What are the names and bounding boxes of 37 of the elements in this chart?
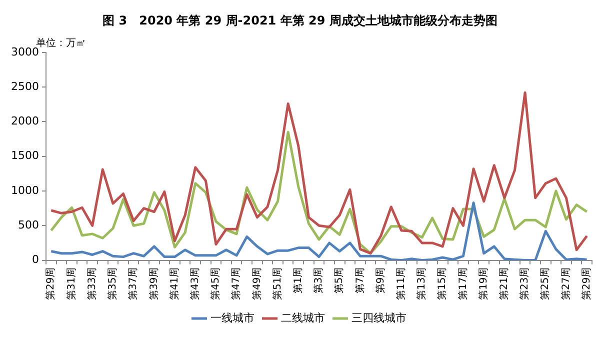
x-tick-label: 第41周 xyxy=(168,267,180,300)
y-tick-label: 1500 xyxy=(10,149,39,162)
x-tick-label: 第15周 xyxy=(436,267,448,300)
x-tick-label: 第51周 xyxy=(271,267,284,300)
x-tick-label: 第21周 xyxy=(498,267,510,300)
x-tick-label: 第37周 xyxy=(127,267,140,300)
x-tick-label: 第17周 xyxy=(456,267,469,300)
x-tick-label: 第23周 xyxy=(518,267,531,300)
x-tick-label: 第29周 xyxy=(44,267,57,300)
x-tick-label: 第1周 xyxy=(292,267,304,294)
x-tick-label: 第3周 xyxy=(312,267,325,294)
y-tick-label: 0 xyxy=(32,253,39,266)
x-tick-label: 第9周 xyxy=(374,267,386,294)
y-tick-label: 1000 xyxy=(10,184,39,197)
x-tick-label: 第43周 xyxy=(188,267,201,300)
legend-label: 一线城市 xyxy=(210,311,254,324)
y-tick-label: 2500 xyxy=(10,80,39,93)
x-tick-label: 第45周 xyxy=(210,267,222,300)
x-tick-label: 第19周 xyxy=(477,267,490,300)
x-tick-label: 第31周 xyxy=(65,267,78,300)
x-tick-label: 第11周 xyxy=(395,267,408,300)
x-tick-label: 第27周 xyxy=(560,267,572,300)
x-tick-label: 第39周 xyxy=(148,267,160,300)
x-tick-label: 第25周 xyxy=(539,267,552,300)
y-tick-label: 500 xyxy=(18,218,39,232)
chart-title: 图 3 2020 年第 29 周-2021 年第 29 周成交土地城市能级分布走势图 xyxy=(102,13,498,28)
x-tick-label: 第5周 xyxy=(333,267,346,294)
x-tick-label: 第49周 xyxy=(250,267,263,300)
x-tick-label: 第35周 xyxy=(106,267,119,300)
x-tick-label: 第33周 xyxy=(86,267,98,300)
legend-label: 二线城市 xyxy=(280,311,325,324)
x-tick-label: 第7周 xyxy=(354,267,366,294)
x-tick-label: 第47周 xyxy=(230,267,242,300)
x-tick-label: 第29周 xyxy=(580,267,592,300)
x-tick-label: 第13周 xyxy=(416,267,428,300)
legend-label: 三四线城市 xyxy=(351,311,406,324)
y-tick-label: 2000 xyxy=(10,114,39,128)
